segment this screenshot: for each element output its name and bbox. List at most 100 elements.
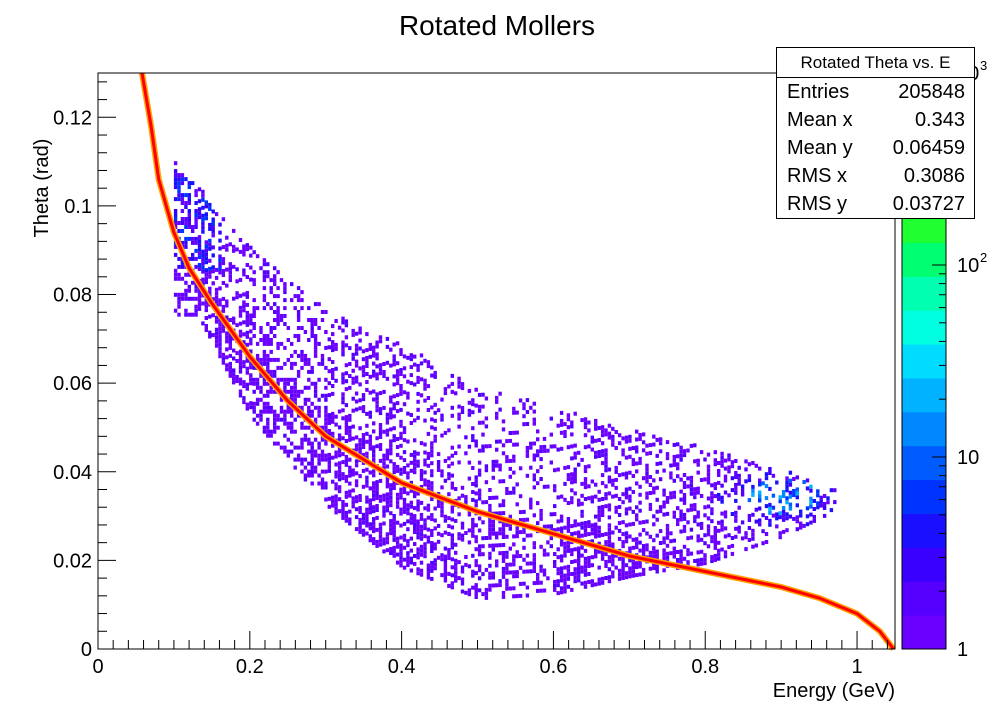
heatmap-cell: [696, 534, 700, 539]
heatmap-cell: [833, 488, 837, 493]
heatmap-cell: [245, 302, 249, 307]
heatmap-cell: [378, 447, 383, 451]
heatmap-cell: [409, 480, 413, 485]
heatmap-cell: [525, 569, 530, 574]
heatmap-cell: [484, 595, 489, 600]
heatmap-cell: [669, 463, 673, 468]
heatmap-cell: [361, 445, 366, 449]
heatmap-cell: [457, 496, 461, 501]
heatmap-cell: [348, 437, 352, 442]
heatmap-cell: [238, 377, 243, 382]
heatmap-cell: [232, 296, 236, 301]
heatmap-cell: [600, 576, 605, 581]
heatmap-cell: [255, 377, 260, 382]
heatmap-cell: [454, 566, 458, 571]
heatmap-cell: [669, 495, 673, 500]
heatmap-cell: [354, 463, 359, 468]
heatmap-cell: [563, 422, 567, 427]
heatmap-cell: [587, 444, 591, 449]
heatmap-cell: [341, 476, 345, 481]
heatmap-cell: [365, 519, 369, 524]
heatmap-cell: [525, 422, 530, 426]
heatmap-cell: [717, 473, 721, 477]
heatmap-cell: [273, 282, 277, 287]
heatmap-cell: [252, 401, 256, 406]
heatmap-cell: [491, 495, 495, 500]
heatmap-cell: [204, 200, 208, 205]
heatmap-cell: [549, 512, 553, 517]
heatmap-cell: [293, 334, 297, 338]
heatmap-cell: [245, 263, 249, 267]
heatmap-cell: [430, 425, 434, 430]
heatmap-cell: [194, 256, 198, 261]
heatmap-cell: [577, 554, 581, 559]
x-tick-label: 0.2: [236, 656, 264, 678]
heatmap-cell: [279, 409, 284, 414]
heatmap-cell: [635, 537, 639, 542]
heatmap-cell: [300, 349, 304, 354]
heatmap-cell: [419, 473, 424, 477]
heatmap-cell: [365, 431, 369, 436]
heatmap-cell: [194, 189, 198, 194]
heatmap-cell: [327, 357, 331, 362]
heatmap-cell: [590, 531, 594, 536]
heatmap-cell: [652, 566, 656, 571]
heatmap-cell: [577, 502, 581, 507]
heatmap-cell: [395, 452, 400, 457]
heatmap-cell: [539, 449, 543, 454]
heatmap-cell: [191, 240, 195, 245]
heatmap-cell: [354, 375, 359, 380]
heatmap-cell: [344, 319, 349, 324]
heatmap-cell: [372, 469, 376, 474]
heatmap-cell: [402, 557, 407, 562]
heatmap-cell: [768, 502, 772, 507]
heatmap-cell: [406, 439, 410, 444]
heatmap-cell: [354, 527, 359, 532]
heatmap-cell: [361, 528, 366, 533]
heatmap-cell: [218, 262, 222, 267]
heatmap-cell: [382, 493, 386, 498]
heatmap-cell: [320, 425, 325, 430]
heatmap-cell: [788, 482, 793, 487]
heatmap-cell: [512, 542, 516, 547]
heatmap-cell: [197, 263, 202, 267]
heatmap-cell: [723, 478, 728, 483]
heatmap-cell: [583, 556, 588, 561]
heatmap-cell: [313, 318, 318, 322]
heatmap-cell: [481, 572, 485, 577]
heatmap-cell: [665, 543, 670, 548]
heatmap-cell: [566, 544, 571, 549]
heatmap-cell: [413, 454, 417, 459]
heatmap-cell: [614, 505, 618, 510]
heatmap-cell: [255, 381, 260, 386]
heatmap-cell: [577, 450, 581, 455]
heatmap-cell: [525, 398, 530, 403]
heatmap-cell: [406, 519, 410, 524]
heatmap-cell: [399, 372, 403, 376]
stats-value: 0.03727: [892, 193, 965, 215]
heatmap-cell: [214, 275, 219, 280]
heatmap-cell: [546, 540, 550, 545]
heatmap-cell: [416, 535, 420, 540]
heatmap-cell: [208, 334, 212, 339]
heatmap-cell: [409, 548, 413, 553]
heatmap-cell: [457, 404, 461, 409]
heatmap-cell: [324, 417, 328, 422]
heatmap-cell: [570, 472, 574, 477]
heatmap-cell: [331, 411, 335, 416]
heatmap-cell: [242, 320, 246, 325]
heatmap-cell: [375, 344, 379, 349]
heatmap-cell: [495, 583, 499, 588]
heatmap-cell: [717, 556, 721, 561]
heatmap-cell: [225, 243, 229, 248]
heatmap-cell: [402, 374, 407, 379]
heatmap-cell: [658, 529, 663, 534]
heatmap-cell: [228, 353, 232, 358]
heatmap-cell: [720, 451, 724, 456]
heatmap-cell: [402, 426, 407, 431]
heatmap-cell: [498, 527, 502, 532]
heatmap-cell: [249, 337, 253, 342]
heatmap-cell: [201, 217, 205, 222]
heatmap-cell: [747, 514, 752, 518]
heatmap-cell: [331, 431, 335, 436]
